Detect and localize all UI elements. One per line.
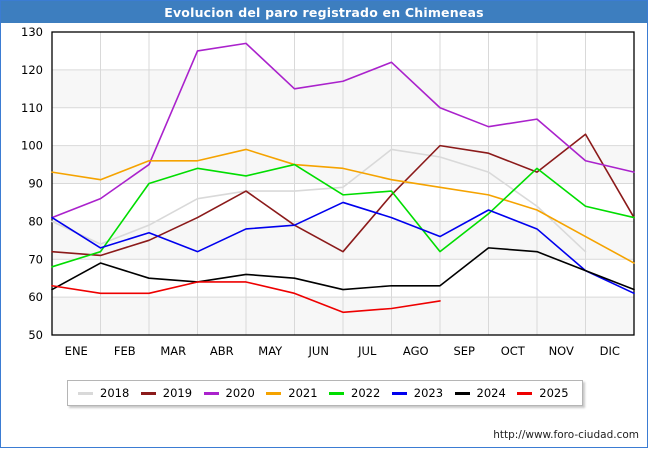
series-line-2024 bbox=[51, 247, 635, 291]
x-tick-label: ABR bbox=[210, 344, 234, 358]
series-line-2020 bbox=[51, 42, 635, 219]
x-tick-label: JUN bbox=[308, 344, 329, 358]
legend-label: 2020 bbox=[225, 386, 255, 400]
chart-gridlines bbox=[52, 32, 634, 335]
legend-swatch-icon bbox=[266, 391, 282, 395]
series-line-2019 bbox=[51, 133, 635, 257]
y-tick-label: 80 bbox=[28, 214, 43, 228]
series-line-2025 bbox=[51, 281, 441, 314]
series-line-2021 bbox=[51, 148, 635, 264]
legend-item-2018[interactable]: 2018 bbox=[74, 386, 137, 400]
legend-item-2022[interactable]: 2022 bbox=[325, 386, 388, 400]
y-tick-label: 60 bbox=[28, 290, 43, 304]
legend-swatch-icon bbox=[517, 391, 533, 395]
x-tick-label: ENE bbox=[65, 344, 88, 358]
legend-label: 2023 bbox=[413, 386, 444, 400]
legend-swatch-icon bbox=[78, 391, 93, 395]
x-tick-label: OCT bbox=[501, 344, 526, 358]
legend-item-2019[interactable]: 2019 bbox=[137, 386, 200, 400]
y-tick-label: 120 bbox=[21, 63, 43, 77]
x-axis-tick-labels: ENE FEB MAR ABR MAY JUN JUL AGO SEP OCT NOV DIC bbox=[65, 344, 620, 358]
line-chart: 50 60 70 80 90 100 110 120 130 ENE FEB MAR ABR MAY JU… bbox=[21, 25, 635, 358]
series-line-2023 bbox=[51, 201, 635, 295]
x-tick-label: JUL bbox=[357, 344, 377, 358]
page-title: Evolucion del paro registrado en Chimene… bbox=[164, 4, 484, 20]
y-tick-label: 100 bbox=[21, 139, 43, 153]
legend-swatch-icon bbox=[203, 391, 219, 395]
y-tick-label: 110 bbox=[21, 101, 43, 115]
legend-label: 2021 bbox=[288, 386, 318, 400]
legend-label: 2022 bbox=[351, 386, 381, 400]
chart-series-group bbox=[51, 42, 635, 314]
legend-label: 2024 bbox=[476, 386, 506, 400]
series-line-2018 bbox=[51, 148, 587, 253]
legend-item-2023[interactable]: 2023 bbox=[388, 386, 451, 400]
x-tick-label: DIC bbox=[600, 344, 620, 358]
chart-canvas: 50 60 70 80 90 100 110 120 130 ENE FEB MAR ABR MAY JU… bbox=[1, 23, 649, 363]
x-tick-label: FEB bbox=[114, 344, 136, 358]
x-tick-label: MAY bbox=[258, 344, 283, 358]
x-tick-label: AGO bbox=[403, 344, 429, 358]
x-tick-label: MAR bbox=[160, 344, 186, 358]
legend-swatch-icon bbox=[329, 391, 344, 395]
y-tick-label: 130 bbox=[21, 25, 43, 39]
legend-label: 2025 bbox=[539, 386, 569, 400]
window-title-bar: Evolucion del paro registrado en Chimene… bbox=[1, 1, 647, 23]
legend-swatch-icon bbox=[454, 391, 470, 395]
y-axis-tick-labels: 50 60 70 80 90 100 110 120 130 bbox=[21, 25, 43, 342]
x-tick-label: NOV bbox=[549, 344, 574, 358]
legend-item-2024[interactable]: 2024 bbox=[451, 386, 514, 400]
legend-item-2025[interactable]: 2025 bbox=[513, 386, 576, 400]
y-tick-label: 50 bbox=[28, 328, 43, 342]
y-tick-label: 90 bbox=[28, 177, 43, 191]
legend-label: 2019 bbox=[162, 386, 193, 400]
legend-item-2020[interactable]: 2020 bbox=[200, 386, 263, 400]
legend-swatch-icon bbox=[140, 391, 156, 395]
plot-area-border bbox=[51, 31, 635, 336]
source-url-label: http://www.foro-ciudad.com bbox=[493, 429, 639, 441]
legend-swatch-icon bbox=[391, 391, 407, 395]
y-tick-label: 70 bbox=[28, 252, 43, 266]
chart-legend: 2018 2019 2020 2021 2022 2023 2024 2025 bbox=[67, 380, 583, 406]
legend-item-2021[interactable]: 2021 bbox=[262, 386, 325, 400]
series-line-2022 bbox=[51, 163, 635, 268]
x-tick-label: SEP bbox=[453, 344, 475, 358]
legend-label: 2018 bbox=[100, 386, 130, 400]
